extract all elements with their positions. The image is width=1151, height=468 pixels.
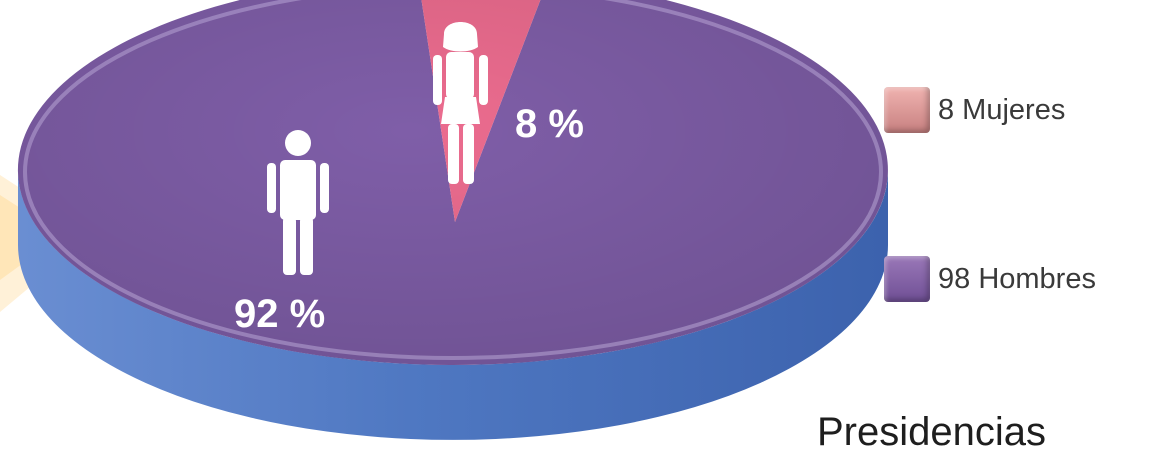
pie-rim	[18, 170, 888, 440]
legend-swatch-mujeres	[884, 87, 930, 133]
chart-title: Presidencias	[817, 410, 1047, 454]
woman-icon	[433, 22, 488, 184]
legend-swatch-hombres	[884, 256, 930, 302]
legend-item-hombres: 98 Hombres	[884, 256, 1096, 302]
legend-label-hombres: 98 Hombres	[938, 262, 1096, 295]
man-icon	[267, 130, 329, 275]
pie-top-highlight	[23, 0, 883, 360]
legend-label-mujeres: 8 Mujeres	[938, 93, 1066, 126]
data-label-hombres: 92 %	[234, 292, 325, 336]
legend-item-mujeres: 8 Mujeres	[884, 87, 1065, 133]
data-label-mujeres: 8 %	[515, 102, 584, 146]
